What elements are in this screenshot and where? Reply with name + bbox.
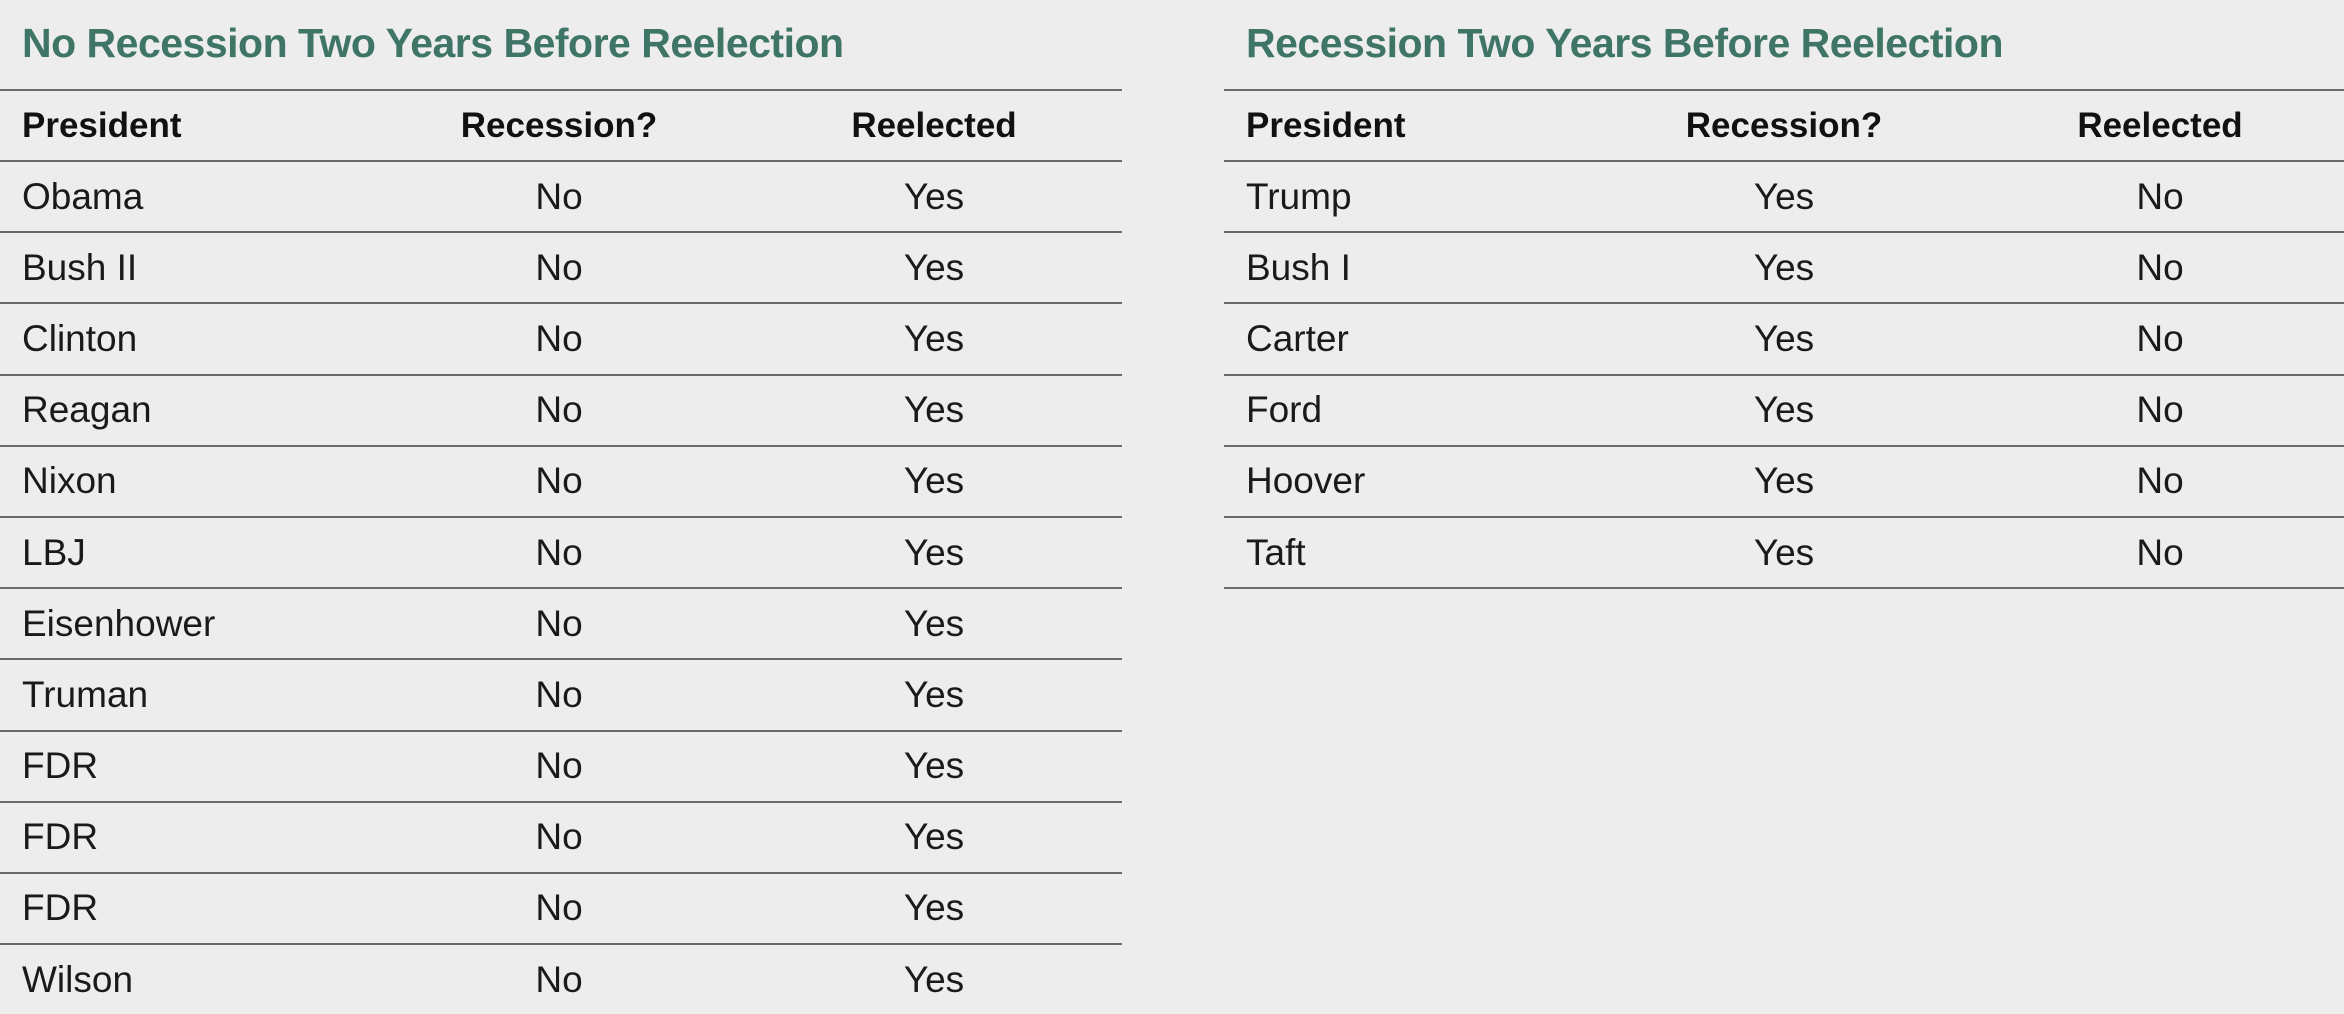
title-divider [0, 89, 1122, 91]
table-row: Carter Yes No [1224, 304, 2344, 376]
cell-recession: Yes [1753, 246, 1815, 288]
table-body: Trump Yes No Bush I Yes No Carter Yes No Ford Yes N… [1224, 162, 2344, 590]
cell-reelected: Yes [903, 673, 965, 715]
cell-reelected: No [2136, 317, 2184, 359]
column-header-reelected: Reelected [851, 105, 1017, 145]
cell-president: Clinton [22, 317, 138, 359]
table-row: LBJ No Yes [0, 518, 1122, 590]
cell-reelected: Yes [903, 531, 965, 573]
column-header-president: President [22, 105, 182, 145]
table-row: Trump Yes No [1224, 162, 2344, 234]
cell-president: Truman [22, 673, 149, 715]
cell-president: Wilson [22, 958, 134, 1000]
cell-recession: No [535, 246, 583, 288]
table-row: Reagan No Yes [0, 376, 1122, 447]
cell-reelected: Yes [903, 958, 965, 1000]
table-row: Bush II No Yes [0, 233, 1122, 305]
table-row: Ford Yes No [1224, 376, 2344, 447]
column-header-reelected: Reelected [2077, 105, 2243, 145]
table-row: Clinton No Yes [0, 304, 1122, 376]
cell-recession: No [535, 745, 583, 787]
cell-president: Taft [1246, 531, 1306, 573]
cell-recession: Yes [1753, 460, 1815, 502]
cell-recession: Yes [1753, 175, 1815, 217]
cell-reelected: Yes [903, 175, 965, 217]
table-header-row: President Recession? Reelected [1224, 91, 2344, 162]
column-header-recession: Recession? [460, 105, 658, 145]
cell-recession: No [535, 602, 583, 644]
cell-president: Eisenhower [22, 602, 216, 644]
table-row: FDR No Yes [0, 803, 1122, 874]
table-row: FDR No Yes [0, 874, 1122, 946]
table-body: Obama No Yes Bush II No Yes Clinton No Yes Reagan… [0, 162, 1122, 1014]
cell-reelected: Yes [903, 246, 965, 288]
cell-reelected: No [2136, 460, 2184, 502]
cell-president: FDR [22, 887, 99, 929]
cell-president: Bush II [22, 246, 138, 288]
table-row: Taft Yes No [1224, 518, 2344, 590]
cell-reelected: Yes [903, 460, 965, 502]
cell-president: Ford [1246, 389, 1323, 431]
cell-president: Carter [1246, 317, 1349, 359]
cell-reelected: No [2136, 389, 2184, 431]
table-row: Wilson No Yes [0, 945, 1122, 1014]
cell-recession: Yes [1753, 317, 1815, 359]
cell-reelected: Yes [903, 745, 965, 787]
cell-recession: No [535, 175, 583, 217]
cell-reelected: Yes [903, 816, 965, 858]
table-row: FDR No Yes [0, 732, 1122, 803]
cell-president: Bush I [1246, 246, 1351, 288]
table-row: Eisenhower No Yes [0, 589, 1122, 661]
table-title: Recession Two Years Before Reelection [1246, 20, 2004, 66]
cell-recession: No [535, 887, 583, 929]
cell-reelected: No [2136, 246, 2184, 288]
cell-reelected: Yes [903, 317, 965, 359]
cell-president: Hoover [1246, 460, 1366, 502]
table-row: Truman No Yes [0, 660, 1122, 732]
cell-president: Nixon [22, 460, 117, 502]
cell-reelected: Yes [903, 887, 965, 929]
cell-president: FDR [22, 745, 99, 787]
cell-president: FDR [22, 816, 99, 858]
cell-recession: No [535, 816, 583, 858]
cell-reelected: Yes [903, 602, 965, 644]
table-row: Hoover Yes No [1224, 447, 2344, 518]
cell-recession: No [535, 389, 583, 431]
cell-reelected: Yes [903, 389, 965, 431]
cell-recession: No [535, 460, 583, 502]
table-row: Obama No Yes [0, 162, 1122, 234]
cell-reelected: No [2136, 175, 2184, 217]
column-header-president: President [1246, 105, 1406, 145]
cell-president: Obama [22, 175, 144, 217]
cell-recession: No [535, 317, 583, 359]
table-row: Bush I Yes No [1224, 233, 2344, 305]
title-divider [1224, 89, 2344, 91]
cell-reelected: No [2136, 531, 2184, 573]
cell-recession: No [535, 673, 583, 715]
cell-recession: Yes [1753, 531, 1815, 573]
cell-president: Reagan [22, 389, 152, 431]
table-header-row: President Recession? Reelected [0, 91, 1122, 162]
table-row: Nixon No Yes [0, 447, 1122, 518]
column-header-recession: Recession? [1685, 105, 1883, 145]
cell-recession: Yes [1753, 389, 1815, 431]
cell-president: LBJ [22, 531, 86, 573]
cell-recession: No [535, 531, 583, 573]
cell-president: Trump [1246, 175, 1352, 217]
table-title: No Recession Two Years Before Reelection [22, 20, 844, 66]
cell-recession: No [535, 958, 583, 1000]
